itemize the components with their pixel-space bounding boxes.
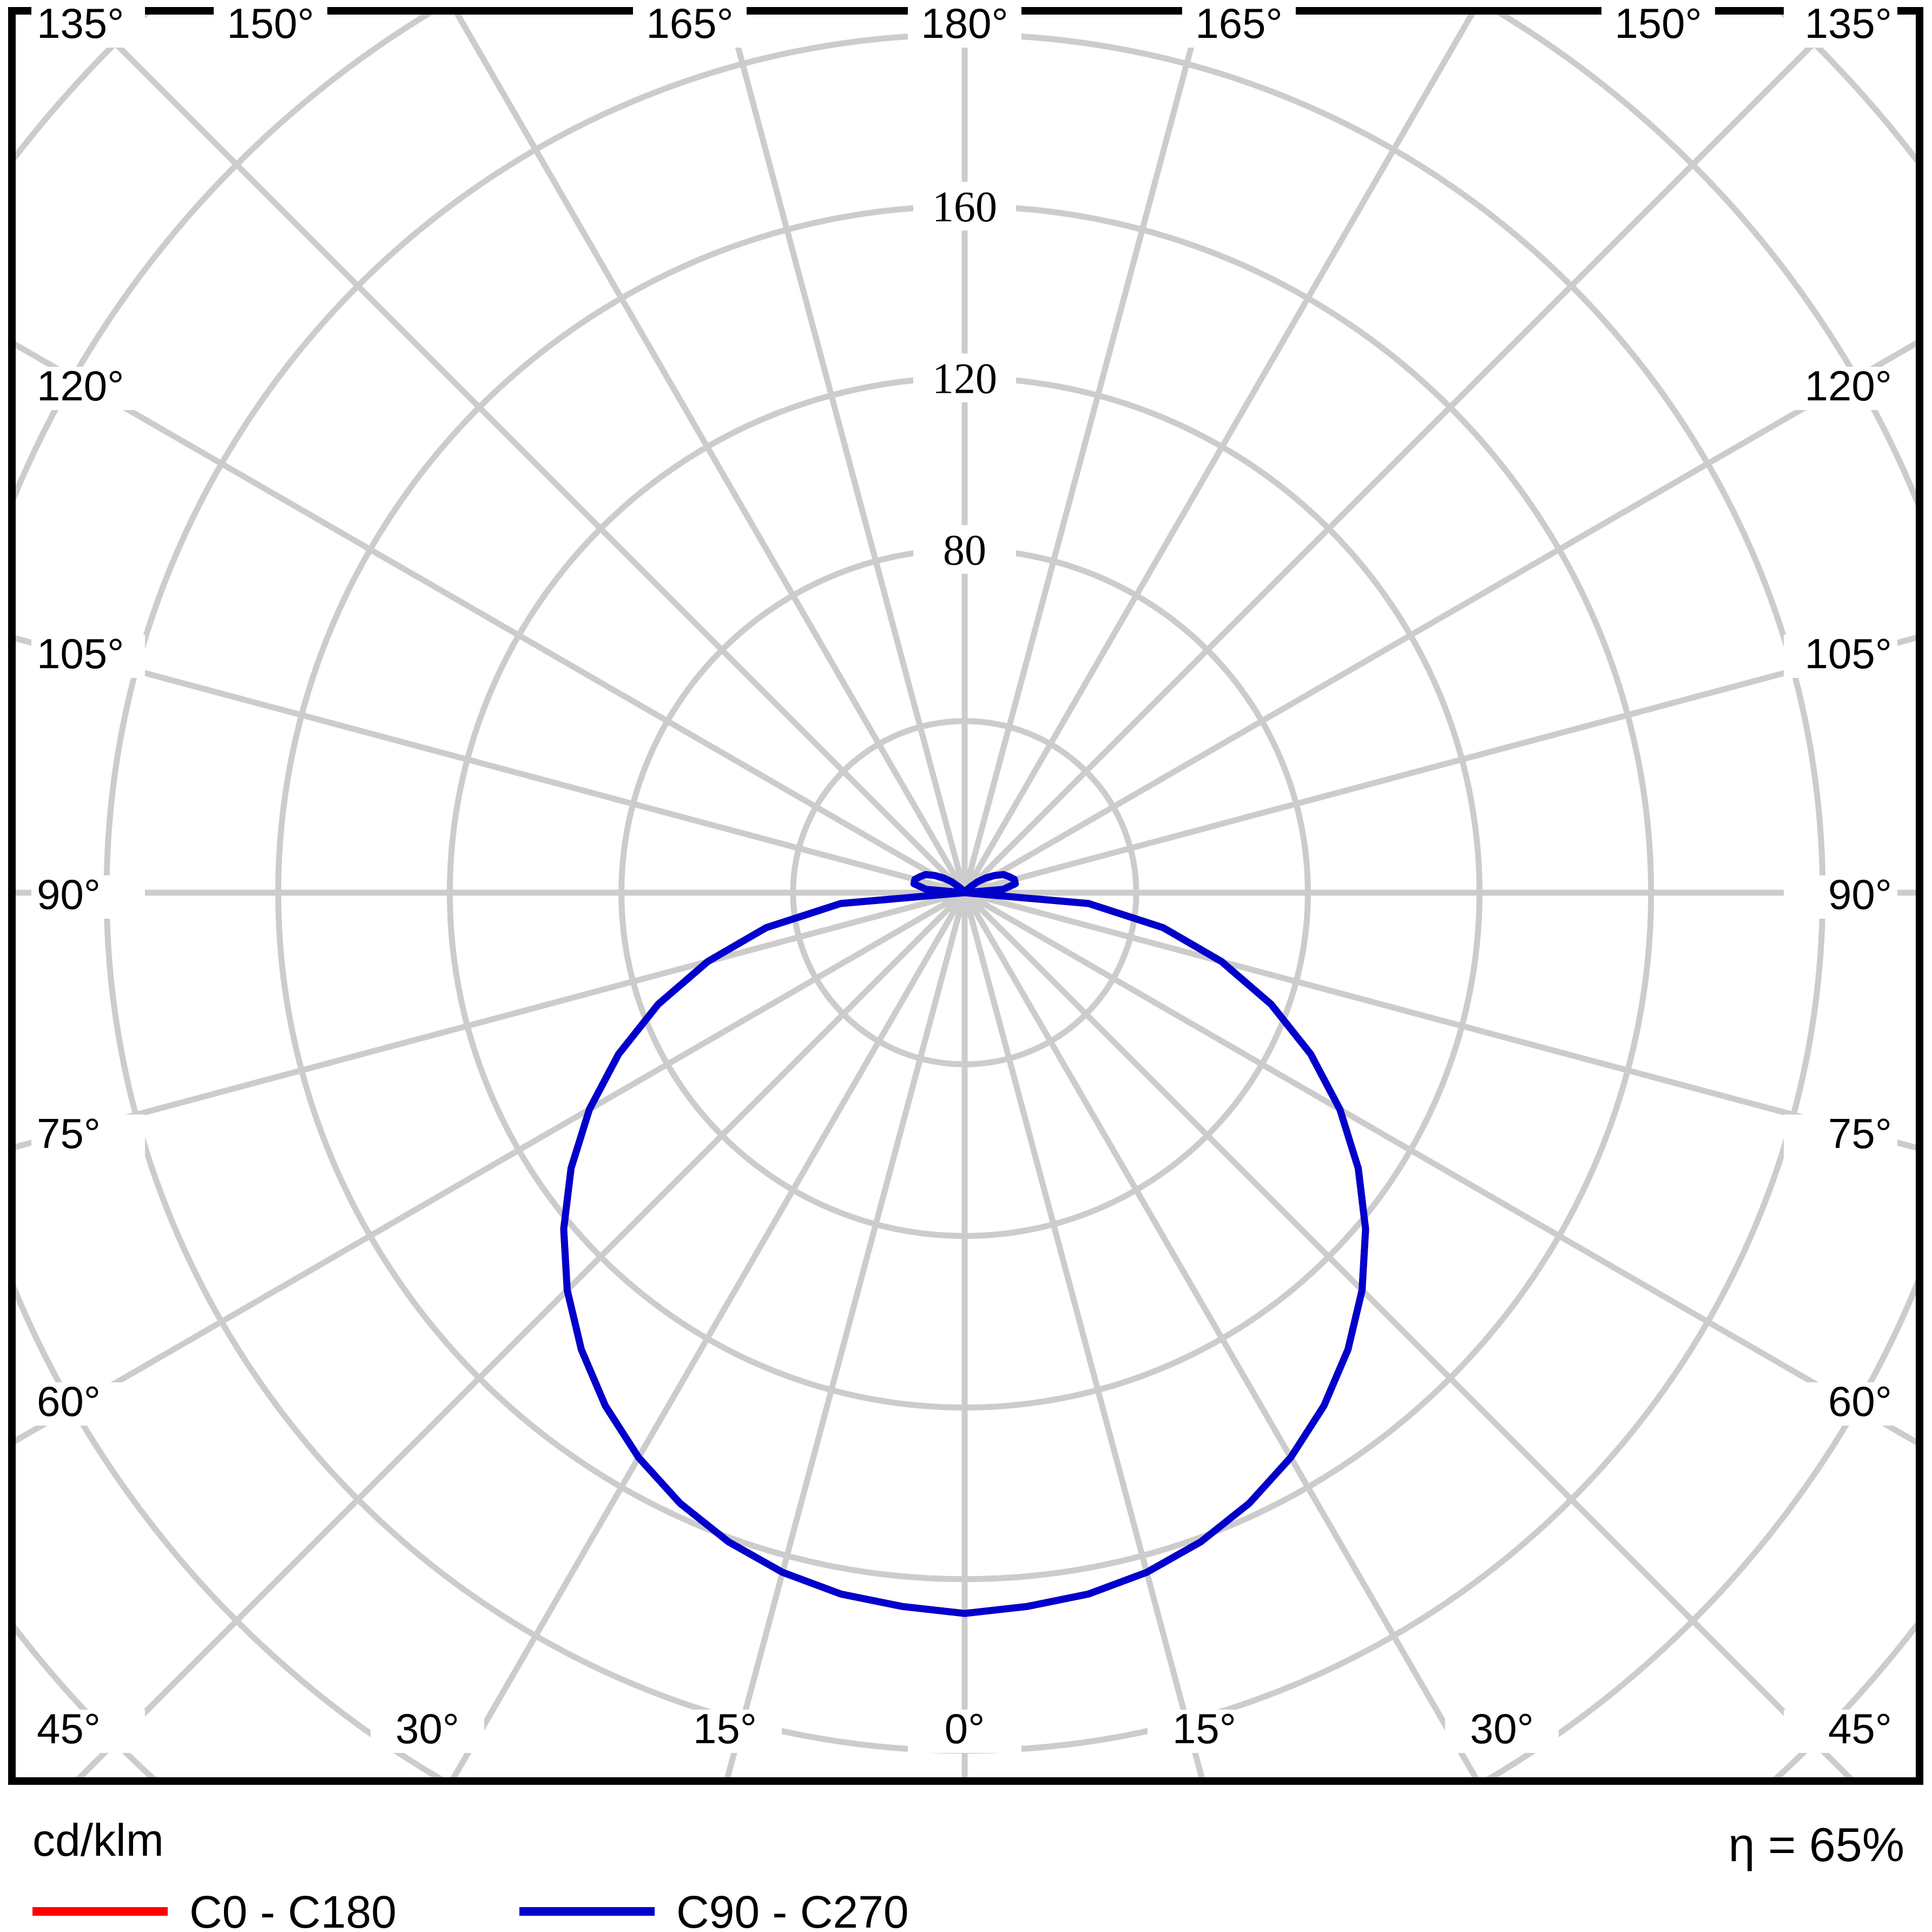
angle-label-right: 120° xyxy=(1805,362,1892,410)
angle-label-bottom: 30° xyxy=(395,1705,459,1752)
angle-label-backdrop xyxy=(908,1710,1021,1753)
angle-label-left: 90° xyxy=(37,871,101,918)
angle-label-backdrop xyxy=(1784,1382,1897,1426)
angle-label-bottom: 45° xyxy=(1828,1705,1892,1752)
angle-label-left: 120° xyxy=(37,362,124,410)
grid-spoke xyxy=(16,889,966,1150)
angle-label-top: 150° xyxy=(227,0,314,47)
angle-label-left: 60° xyxy=(37,1377,101,1425)
grid-spoke xyxy=(961,15,1203,894)
grid-spoke xyxy=(962,15,1847,895)
angle-label-backdrop xyxy=(31,1115,145,1158)
chart-legend: cd/klm η = 65% C0 - C180 C90 - C270 xyxy=(32,1815,1904,1932)
angle-label-left: 105° xyxy=(37,630,124,677)
grid-spoke xyxy=(963,890,1916,1446)
efficiency-label: η = 65% xyxy=(1729,1818,1904,1871)
legend-entry-label-0: C0 - C180 xyxy=(189,1887,397,1932)
angle-label-backdrop xyxy=(668,1710,782,1753)
radial-tick-label-160: 160 xyxy=(932,183,997,231)
angle-label-right: 60° xyxy=(1828,1377,1892,1425)
radial-label-backdrop xyxy=(913,353,1016,403)
angle-label-backdrop xyxy=(31,1710,145,1753)
angle-label-top: 165° xyxy=(1195,0,1282,47)
grid-spoke xyxy=(962,891,1479,1777)
grid-spoke xyxy=(964,889,1916,1151)
grid-spoke xyxy=(82,15,967,895)
radial-tick-label-120: 120 xyxy=(932,355,997,403)
radial-label-backdrop xyxy=(913,182,1016,231)
angle-label-backdrop xyxy=(633,4,747,48)
angle-label-backdrop xyxy=(1784,367,1897,410)
radial-tick-labels: 160 120 80 xyxy=(913,182,1016,575)
angle-label-right: 90° xyxy=(1828,871,1892,918)
angle-label-backdrop xyxy=(1601,4,1715,48)
angle-label-bottom: 30° xyxy=(1470,1705,1534,1752)
angle-label-bottom: 15° xyxy=(1172,1705,1236,1752)
angle-label-bottom: 45° xyxy=(37,1705,101,1752)
grid-spoke xyxy=(454,15,967,894)
angle-label-top: 165° xyxy=(646,0,733,47)
angle-label-backdrop xyxy=(31,875,145,919)
intensity-curves xyxy=(560,871,1369,1617)
angle-label-backdrop xyxy=(31,1382,145,1426)
angle-label-backdrop xyxy=(1784,1115,1897,1158)
angle-label-backdrop xyxy=(1182,4,1296,48)
angle-label-left: 75° xyxy=(37,1110,101,1157)
angle-label-top: 135° xyxy=(37,0,124,47)
angle-label-bottom: 15° xyxy=(693,1705,757,1752)
grid-spoke xyxy=(726,15,968,894)
angle-label-top: 180° xyxy=(921,0,1008,47)
angle-label-backdrop xyxy=(371,1710,484,1753)
angle-label-backdrop xyxy=(1784,635,1897,678)
angle-label-backdrop xyxy=(214,4,327,48)
curve-c90-c270 xyxy=(560,871,1369,1617)
grid-spoke xyxy=(962,15,1475,894)
angle-label-backdrop xyxy=(1784,4,1897,48)
angle-label-right: 75° xyxy=(1828,1110,1892,1157)
angle-label-top: 150° xyxy=(1614,0,1702,47)
angle-label-backdrop xyxy=(31,367,145,410)
angle-label-backdrop xyxy=(1148,1710,1261,1753)
grid-spoke xyxy=(964,635,1916,896)
radial-tick-label-80: 80 xyxy=(943,527,986,575)
grid-spoke xyxy=(16,890,966,1445)
angle-label-backdrop xyxy=(908,4,1021,48)
grid-spoke xyxy=(16,341,966,895)
angle-label-backdrop xyxy=(1784,875,1897,919)
grid-spoke xyxy=(963,340,1916,895)
angle-label-right: 105° xyxy=(1805,630,1892,677)
angle-label-bottom: 0° xyxy=(945,1705,985,1752)
radial-label-backdrop xyxy=(913,525,1016,574)
angle-label-backdrop xyxy=(1445,1710,1559,1753)
angle-label-backdrop xyxy=(31,4,145,48)
grid-spoke xyxy=(450,891,967,1777)
angle-label-backdrop xyxy=(1784,1710,1897,1753)
angle-label-backdrop xyxy=(31,635,145,678)
angle-tick-labels: 135° 150° 165° 180° 165° 150° 135° 120° 105° 90° 7… xyxy=(31,0,1897,1753)
legend-entry-label-1: C90 - C270 xyxy=(676,1887,909,1932)
angle-label-top: 135° xyxy=(1805,0,1892,47)
grid-spoke xyxy=(16,635,966,896)
legend-unit-label: cd/klm xyxy=(32,1815,164,1865)
